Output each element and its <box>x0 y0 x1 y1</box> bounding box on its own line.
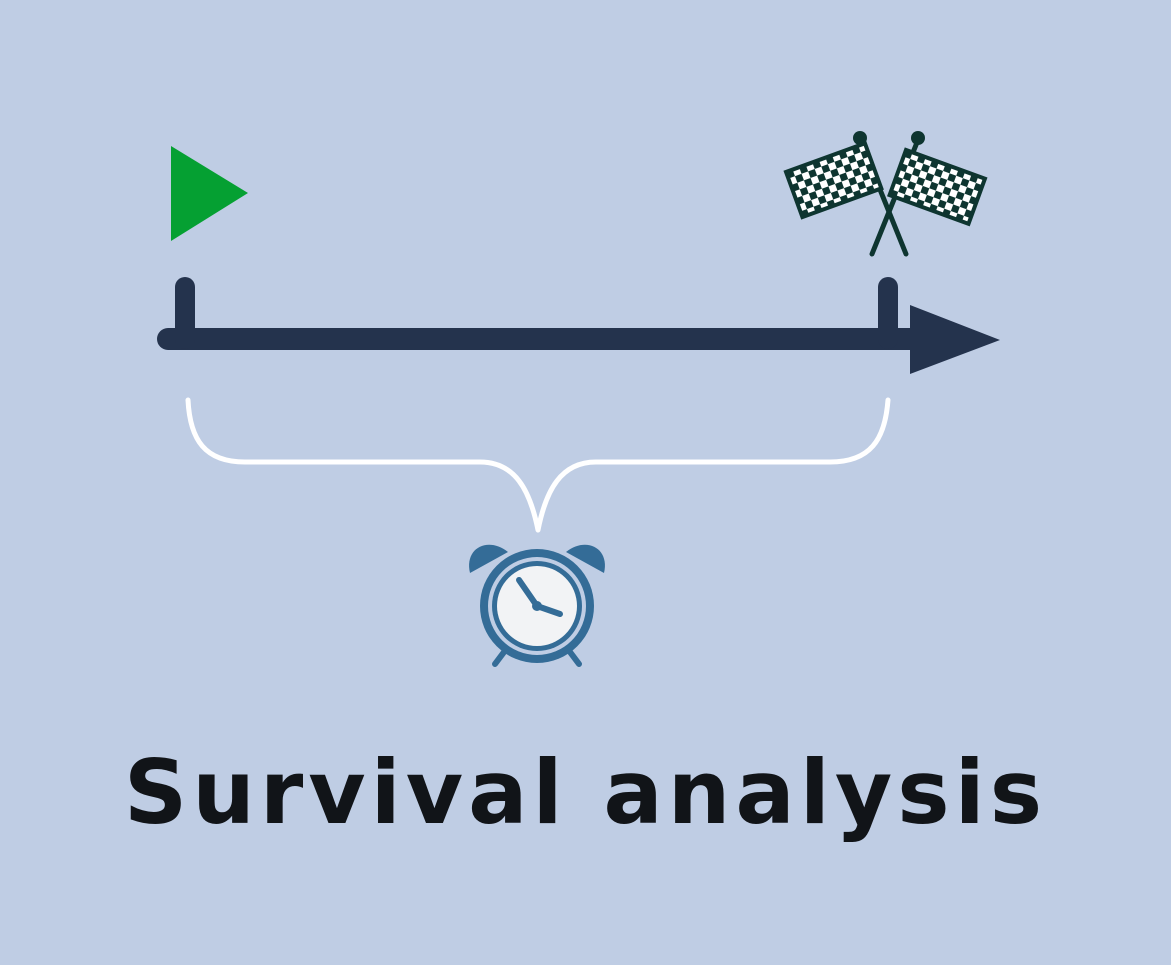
time-axis-arrow <box>157 277 1000 374</box>
interval-brace <box>185 397 891 533</box>
checkered-flags-icon <box>783 131 988 257</box>
alarm-clock-icon <box>469 544 605 667</box>
start-triangle-icon <box>171 146 248 241</box>
diagram-caption: Survival analysis <box>123 741 1048 844</box>
